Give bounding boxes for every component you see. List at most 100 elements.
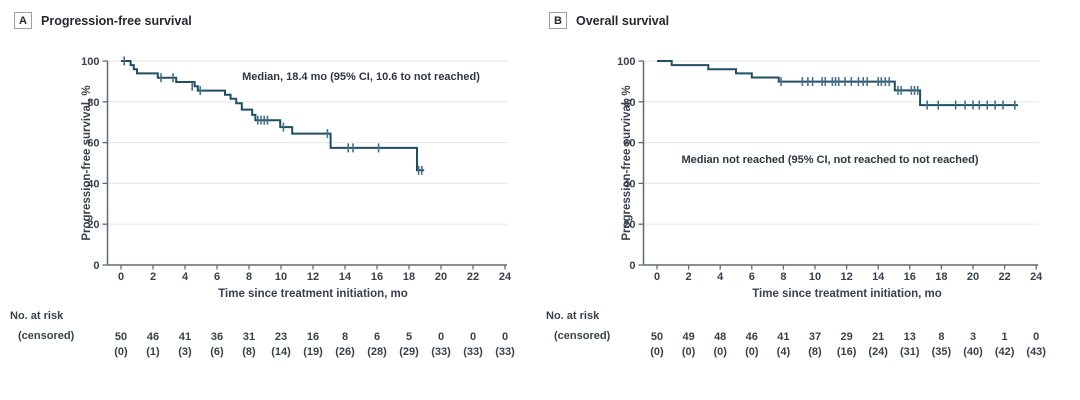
panel-b: 0 20 40 60 80 100 0 2 4 6 8 10 12 14 16 18 20 22 24 50 (0) 49… (540, 0, 1080, 400)
risk-censored: (14) (271, 346, 291, 358)
median-annotation-b: Median not reached (95% CI, not reached … (681, 154, 979, 166)
panel-a-letter: A (14, 12, 32, 29)
panel-a-title: Progression-free survival (41, 13, 192, 28)
risk-count: 23 (275, 331, 287, 343)
x-tick-label: 16 (371, 271, 383, 283)
risk-count: 50 (651, 331, 663, 343)
x-tick-label: 8 (780, 271, 786, 283)
x-tick-label: 6 (214, 271, 220, 283)
risk-count: 3 (970, 331, 976, 343)
x-tick-label: 12 (307, 271, 319, 283)
risk-censored: (40) (963, 346, 983, 358)
panel-a: 0 20 40 60 80 100 0 2 4 6 8 10 12 14 16 18 20 22 24 50 (0) 46… (10, 12, 515, 358)
risk-count: 6 (374, 331, 380, 343)
x-tick-label: 20 (967, 271, 979, 283)
risk-count: 46 (147, 331, 159, 343)
x-tick-label: 6 (749, 271, 755, 283)
risk-count: 50 (115, 331, 127, 343)
x-tick-label: 18 (935, 271, 947, 283)
risk-count: 49 (682, 331, 694, 343)
x-tick-label: 2 (686, 271, 692, 283)
risk-count: 0 (470, 331, 476, 343)
risk-count: 0 (1033, 331, 1039, 343)
risk-censored: (43) (1026, 346, 1046, 358)
risk-censored: (31) (900, 346, 920, 358)
x-tick-label: 4 (717, 271, 724, 283)
risk-table-label-b: No. at risk (546, 310, 600, 322)
x-axis-label-b: Time since treatment initiation, mo (752, 288, 942, 300)
risk-censored: (0) (713, 346, 727, 358)
risk-censored: (8) (242, 346, 256, 358)
x-tick-label: 2 (150, 271, 156, 283)
risk-count: 21 (872, 331, 884, 343)
risk-count: 0 (438, 331, 444, 343)
x-tick-label: 12 (840, 271, 852, 283)
risk-censored: (42) (995, 346, 1015, 358)
risk-censored: (33) (431, 346, 451, 358)
risk-censored: (29) (399, 346, 419, 358)
risk-censored: (8) (808, 346, 822, 358)
x-tick-label: 14 (872, 271, 885, 283)
y-tick-label: 100 (617, 56, 635, 68)
risk-censored: (0) (745, 346, 759, 358)
x-tick-label: 10 (809, 271, 821, 283)
risk-count: 29 (840, 331, 852, 343)
x-tick-label: 0 (654, 271, 660, 283)
risk-censored: (0) (650, 346, 664, 358)
x-tick-label: 0 (118, 271, 124, 283)
x-tick-label: 22 (467, 271, 479, 283)
risk-count: 36 (211, 331, 223, 343)
risk-censored: (19) (303, 346, 323, 358)
x-tick-label: 20 (435, 271, 447, 283)
risk-count: 48 (714, 331, 726, 343)
y-tick-label: 20 (623, 219, 635, 231)
panel-b-letter: B (549, 12, 567, 29)
y-tick-label: 20 (87, 219, 99, 231)
y-tick-label: 80 (623, 97, 635, 109)
x-tick-label: 14 (339, 271, 352, 283)
x-tick-label: 22 (998, 271, 1010, 283)
y-axis-label-a: Progression-free survival, % (81, 85, 93, 241)
panel-b-title: Overall survival (576, 13, 670, 28)
x-tick-label: 4 (182, 271, 189, 283)
risk-censored: (33) (495, 346, 515, 358)
survival-curve (121, 60, 425, 172)
risk-censored: (0) (682, 346, 696, 358)
y-tick-label: 100 (81, 56, 99, 68)
panel-a-header: A Progression-free survival (14, 12, 192, 29)
y-tick-label: 0 (629, 260, 635, 272)
x-tick-label: 10 (275, 271, 287, 283)
risk-table-censored-label-a: (censored) (18, 330, 75, 342)
risk-count: 13 (904, 331, 916, 343)
median-annotation-a: Median, 18.4 mo (95% CI, 10.6 to not rea… (242, 71, 480, 83)
risk-censored: (33) (463, 346, 483, 358)
risk-censored: (3) (178, 346, 192, 358)
risk-count: 37 (809, 331, 821, 343)
risk-count: 8 (342, 331, 348, 343)
risk-censored: (28) (367, 346, 387, 358)
risk-table-censored-label-b: (censored) (554, 330, 611, 342)
risk-count: 46 (746, 331, 758, 343)
y-tick-label: 60 (87, 138, 99, 150)
risk-censored: (26) (335, 346, 355, 358)
survival-curve (657, 60, 1018, 107)
risk-censored: (4) (777, 346, 791, 358)
x-axis-label-a: Time since treatment initiation, mo (218, 288, 408, 300)
risk-count: 8 (938, 331, 944, 343)
y-tick-label: 40 (87, 178, 99, 190)
risk-censored: (16) (837, 346, 857, 358)
risk-censored: (24) (868, 346, 888, 358)
y-tick-label: 0 (93, 260, 99, 272)
y-axis-label-b: Progression-free survival, % (621, 85, 633, 241)
x-tick-label: 24 (499, 271, 512, 283)
risk-censored: (6) (210, 346, 224, 358)
risk-count: 41 (777, 331, 789, 343)
x-tick-label: 24 (1030, 271, 1043, 283)
risk-censored: (0) (114, 346, 128, 358)
x-tick-label: 16 (904, 271, 916, 283)
risk-count: 16 (307, 331, 319, 343)
risk-censored: (1) (146, 346, 160, 358)
x-tick-label: 18 (403, 271, 415, 283)
